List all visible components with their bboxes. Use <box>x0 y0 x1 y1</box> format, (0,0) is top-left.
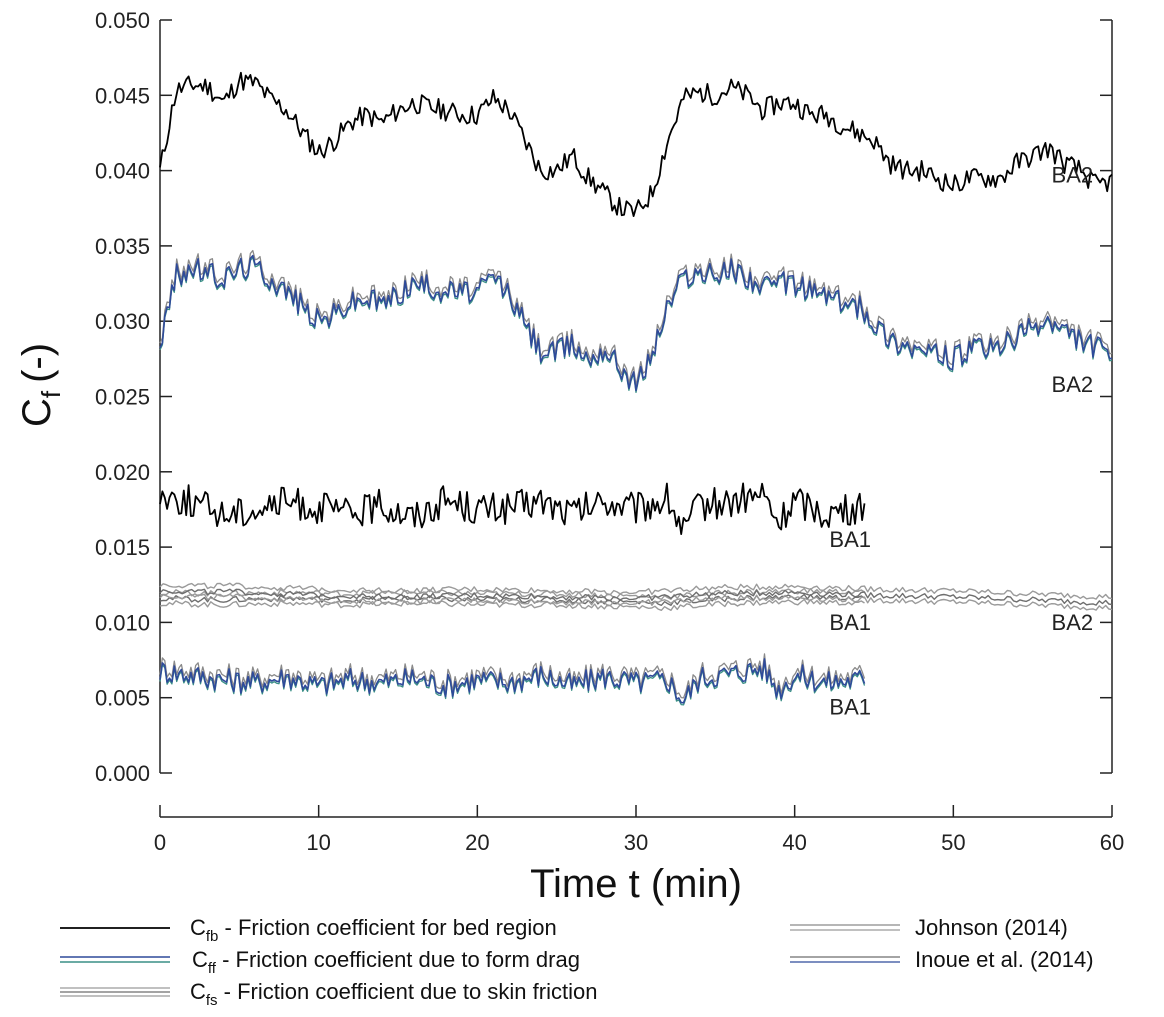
y-axis-label: Cf (-) <box>15 343 66 427</box>
y-axis-unit: (-) <box>15 343 59 383</box>
series-ba2-form-inoue-line <box>159 254 1113 392</box>
series-ba1-skin-line-3 <box>159 598 865 611</box>
y-tick-label: 0.015 <box>95 535 150 560</box>
y-tick-label: 0.030 <box>95 309 150 334</box>
x-tick-label: 60 <box>1100 830 1124 855</box>
legend-entry: Johnson (2014) <box>790 915 1068 940</box>
series-ba1-bed-line <box>159 482 866 535</box>
axes <box>159 20 1113 818</box>
y-tick-label: 0.045 <box>95 83 150 108</box>
legend-entry: Cff - Friction coefficient due to form d… <box>60 947 580 977</box>
series-annotation: BA1 <box>829 694 871 719</box>
x-tick-label: 20 <box>465 830 489 855</box>
x-tick-label: 50 <box>941 830 965 855</box>
y-tick-label: 0.005 <box>95 686 150 711</box>
series-ba1-skin-line-1 <box>159 587 865 600</box>
legend-label: Johnson (2014) <box>915 915 1068 940</box>
legend-entry: Inoue et al. (2014) <box>790 947 1094 972</box>
legend-label: Cff - Friction coefficient due to form d… <box>192 947 580 977</box>
series-ba2-skin-line-3 <box>159 593 1113 611</box>
series-ba2-skin-line-1 <box>159 582 1113 600</box>
legend-label: Cfs - Friction coefficient due to skin f… <box>190 979 597 1009</box>
series-annotation: BA1 <box>829 527 871 552</box>
ticks: 0.000 0.005 0.010 0.015 0.020 0.025 0.030 0.035… <box>95 8 1124 855</box>
series-annotations: BA2 BA2 BA1 BA1 BA2 BA1 <box>829 163 1093 720</box>
x-tick-label: 0 <box>154 830 166 855</box>
legend: Cfb - Friction coefficient for bed regio… <box>60 915 1094 1009</box>
y-axis-subscript: f <box>36 390 66 398</box>
svg-text:Cf(-): Cf (-) <box>15 343 66 427</box>
y-tick-label: 0.040 <box>95 159 150 184</box>
y-tick-label: 0.000 <box>95 761 150 786</box>
y-tick-label: 0.025 <box>95 385 150 410</box>
legend-label: Inoue et al. (2014) <box>915 947 1094 972</box>
series-ba2-skin-line-2 <box>159 588 1113 606</box>
series-annotation: BA2 <box>1052 372 1094 397</box>
x-tick-label: 40 <box>782 830 806 855</box>
x-tick-label: 10 <box>306 830 330 855</box>
legend-entry: Cfb - Friction coefficient for bed regio… <box>60 915 557 945</box>
x-tick-label: 30 <box>624 830 648 855</box>
y-tick-label: 0.050 <box>95 8 150 33</box>
series-ba2-bed-line <box>159 71 1113 218</box>
y-axis-symbol: C <box>15 398 59 427</box>
legend-label: Cfb - Friction coefficient for bed regio… <box>190 915 557 945</box>
series-annotation: BA1 <box>829 610 871 635</box>
series-annotation: BA2 <box>1052 163 1094 188</box>
plot-area <box>159 71 1113 706</box>
y-tick-label: 0.020 <box>95 460 150 485</box>
series-ba1-form-inoue-line <box>159 658 866 704</box>
y-tick-label: 0.010 <box>95 610 150 635</box>
legend-entry: Cfs - Friction coefficient due to skin f… <box>60 979 597 1009</box>
series-ba2-form-johnson-line <box>159 249 1113 387</box>
series-ba1-form-johnson-line <box>159 653 866 699</box>
y-tick-label: 0.035 <box>95 234 150 259</box>
series-annotation: BA2 <box>1052 610 1094 635</box>
series-ba2-form-teal-line <box>159 256 1113 394</box>
x-axis-label: Time t (min) <box>530 862 742 906</box>
